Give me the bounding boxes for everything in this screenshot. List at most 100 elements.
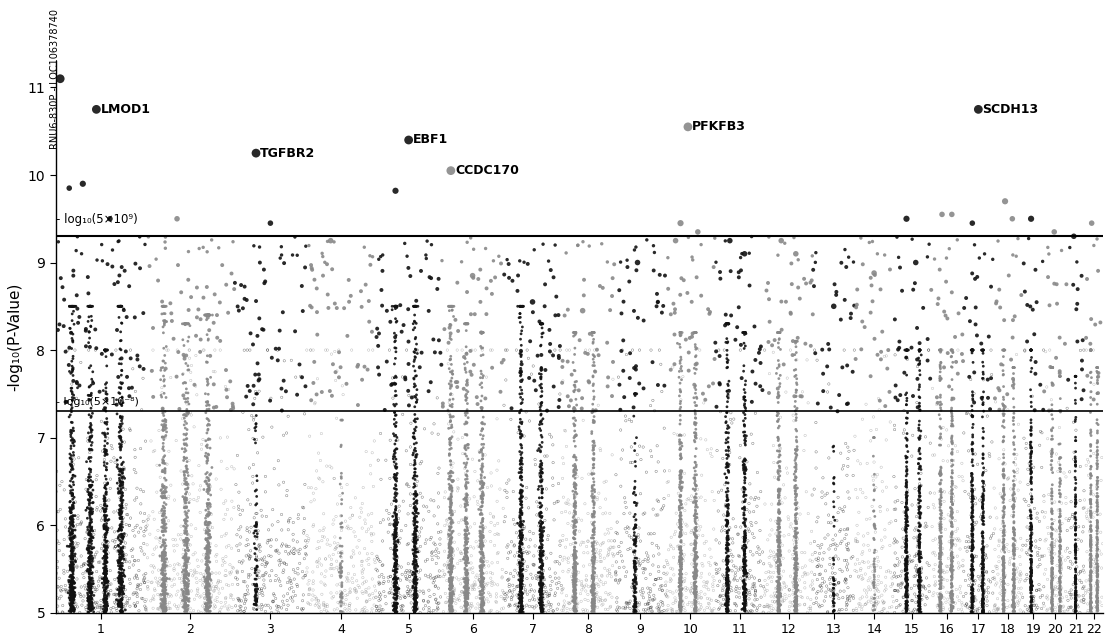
Point [304, 579, 322, 589]
Point [513, 472, 531, 482]
Point [1000, 473, 1018, 483]
Point [472, 372, 490, 383]
Point [868, 249, 886, 259]
Point [565, 502, 583, 512]
Point [195, 345, 213, 355]
Point [483, 345, 501, 355]
Point [786, 582, 804, 592]
Point [787, 445, 805, 455]
Point [494, 503, 512, 514]
Point [672, 466, 689, 476]
Point [61, 595, 79, 605]
Point [114, 548, 132, 559]
Point [387, 343, 405, 353]
Point [995, 469, 1012, 480]
Point [178, 579, 195, 589]
Point [617, 598, 635, 608]
Point [756, 345, 774, 355]
Point [942, 560, 960, 570]
Point [457, 538, 475, 548]
Point [112, 606, 130, 616]
Point [963, 523, 981, 533]
Point [897, 352, 915, 363]
Point [975, 598, 992, 608]
Point [632, 489, 649, 499]
Point [1043, 575, 1061, 585]
Point [275, 557, 293, 568]
Point [456, 363, 474, 373]
Point [492, 386, 509, 397]
Point [144, 561, 162, 571]
Point [81, 546, 99, 556]
Point [996, 572, 1013, 583]
Point [770, 600, 788, 610]
Point [996, 586, 1013, 597]
Point [1051, 542, 1069, 552]
Point [932, 405, 950, 415]
Point [405, 428, 423, 438]
Point [333, 587, 351, 597]
Point [672, 327, 689, 338]
Point [1043, 552, 1061, 562]
Point [727, 592, 745, 602]
Point [425, 589, 443, 599]
Point [1088, 496, 1106, 507]
Point [1043, 553, 1061, 563]
Point [567, 599, 585, 609]
Point [910, 492, 928, 502]
Point [770, 549, 788, 559]
Point [594, 283, 612, 293]
Point [898, 499, 916, 509]
Point [457, 529, 475, 539]
Point [584, 569, 602, 579]
Point [898, 492, 916, 502]
Point [912, 568, 930, 578]
Point [996, 547, 1013, 557]
Point [973, 497, 991, 507]
Point [963, 544, 981, 554]
Point [155, 520, 173, 530]
Point [153, 593, 171, 604]
Point [198, 577, 215, 587]
Point [154, 569, 172, 579]
Point [517, 565, 535, 575]
Point [963, 386, 981, 397]
Point [965, 358, 982, 368]
Point [1043, 565, 1061, 575]
Point [457, 407, 475, 417]
Point [588, 587, 606, 597]
Point [872, 590, 890, 601]
Point [1051, 589, 1069, 599]
Point [1006, 431, 1023, 442]
Point [654, 503, 672, 513]
Point [1005, 516, 1022, 527]
Point [741, 565, 759, 575]
Point [113, 574, 131, 584]
Point [62, 404, 80, 415]
Point [174, 455, 192, 466]
Point [584, 327, 602, 338]
Point [1080, 575, 1098, 585]
Point [456, 540, 474, 550]
Point [656, 381, 674, 391]
Point [113, 603, 131, 613]
Point [64, 511, 82, 521]
Point [417, 253, 435, 264]
Point [1001, 556, 1019, 566]
Point [963, 538, 981, 548]
Point [658, 606, 676, 616]
Point [61, 534, 79, 544]
Point [170, 601, 188, 611]
Point [534, 319, 552, 329]
Point [1082, 345, 1100, 355]
Point [180, 319, 198, 329]
Point [474, 550, 492, 561]
Point [473, 596, 491, 606]
Point [1051, 511, 1069, 521]
Point [107, 541, 124, 552]
Point [735, 571, 753, 581]
Point [313, 428, 331, 439]
Point [1067, 497, 1084, 507]
Point [712, 592, 729, 602]
Point [626, 476, 644, 487]
